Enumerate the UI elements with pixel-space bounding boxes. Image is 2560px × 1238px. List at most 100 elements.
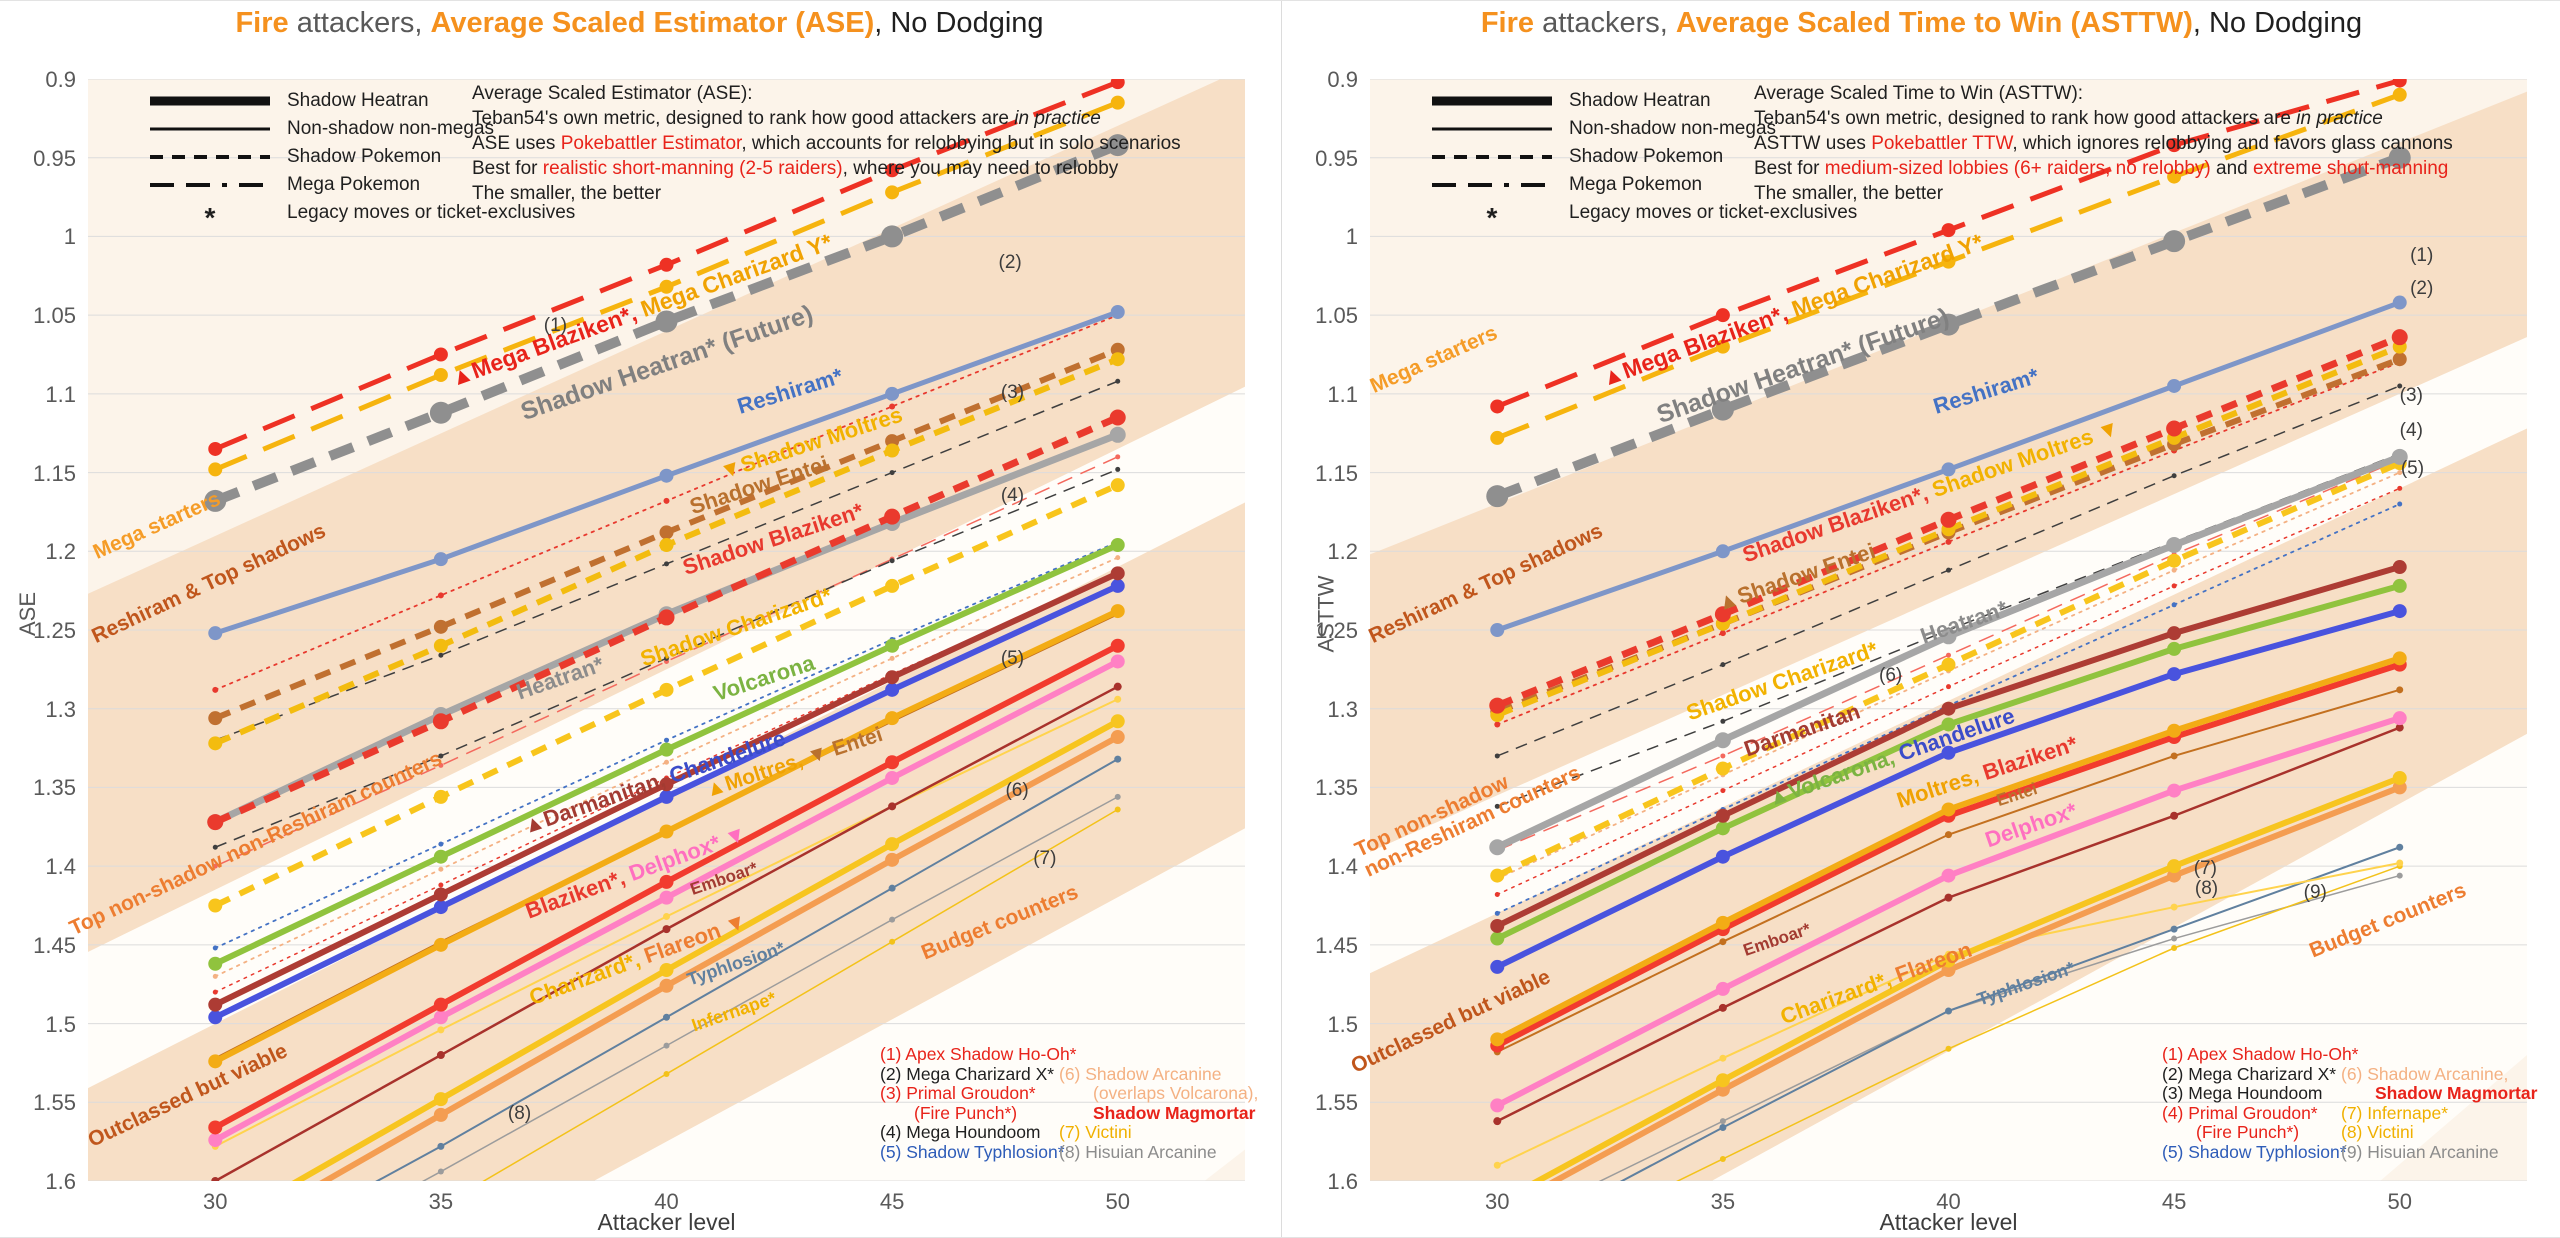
footnote-item: (Fire Punch*) — [2196, 1122, 2300, 1143]
data-point — [2397, 501, 2403, 507]
legend-sample-longdash-line-icon — [148, 175, 272, 195]
footnote-item: (3) Mega Houndoom — [2162, 1083, 2323, 1104]
data-point — [1719, 630, 1726, 637]
data-point — [2170, 903, 2178, 911]
text-segment: Average Scaled Time to Win (ASTTW) — [1675, 7, 2193, 39]
text-segment: Best for — [472, 158, 543, 179]
data-point — [1941, 802, 1956, 817]
band — [88, 386, 1245, 1089]
data-point — [885, 386, 900, 401]
data-point — [2392, 352, 2407, 367]
data-point — [1711, 398, 1734, 421]
data-point — [433, 900, 448, 915]
data-point — [885, 638, 900, 653]
series-shadow-blaziken — [207, 409, 1126, 831]
data-point — [2167, 641, 2182, 656]
series-reshiram — [1490, 295, 2407, 637]
data-point — [885, 670, 900, 685]
y-tick-label: 0.95 — [1315, 145, 1358, 171]
data-point — [2392, 87, 2407, 102]
legend-line-sample — [150, 183, 270, 187]
series-typhlosion — [1619, 843, 2404, 1181]
data-point — [432, 713, 449, 730]
y-tick-label: 1.15 — [33, 460, 76, 486]
legend-label: Non-shadow non-megas — [1569, 118, 1777, 139]
y-tick-label: 1.4 — [45, 854, 76, 880]
data-point — [1106, 134, 1129, 157]
data-point — [208, 956, 223, 971]
text-segment: Average Scaled Estimator (ASE): — [472, 83, 753, 104]
x-tick-label: 45 — [879, 1189, 905, 1214]
data-point — [885, 711, 900, 726]
series-charizard — [1531, 770, 2407, 1181]
y-tick-label: 1.1 — [45, 381, 76, 407]
y-tick-label: 0.95 — [33, 145, 76, 171]
data-point — [885, 163, 900, 178]
data-point — [1720, 662, 1726, 668]
data-point — [1110, 478, 1125, 493]
data-point — [2397, 485, 2403, 491]
x-tick-label: 30 — [1485, 1189, 1510, 1214]
data-point — [1719, 938, 1727, 946]
legend-item: Shadow Pokemon — [148, 143, 575, 171]
data-point — [1110, 578, 1125, 593]
series-2-mega-charizard-x — [1494, 383, 2403, 759]
legend-label: Mega Pokemon — [1569, 174, 1703, 195]
annotation-line: Average Scaled Time to Win (ASTTW): — [1754, 81, 2453, 106]
footnote-item: (5) Shadow Typhlosion* — [880, 1141, 1065, 1162]
legend-line-sample — [1432, 96, 1552, 106]
data-point — [1941, 745, 1956, 760]
data-point — [2171, 567, 2177, 573]
data-point — [2397, 383, 2403, 389]
legend-line-sample — [1432, 127, 1552, 131]
data-point — [2392, 79, 2407, 88]
data-point — [208, 1133, 223, 1148]
y-tick-label: 1.1 — [1327, 381, 1358, 407]
series-shadow-moltres — [208, 352, 1125, 751]
data-point — [2167, 859, 2182, 874]
panel-asttw: Fire attackers, Average Scaled Time to W… — [1281, 1, 2560, 1237]
data-point — [659, 824, 674, 839]
data-point — [433, 367, 448, 382]
series-line — [1495, 153, 2402, 501]
data-point — [1941, 254, 1956, 269]
data-point — [1110, 604, 1125, 619]
text-segment: , No Dodging — [874, 7, 1044, 39]
legend-sample-thick-line-icon — [148, 91, 272, 111]
footnote-item: (2) Mega Charizard X* — [2162, 1063, 2337, 1084]
chart-title: Fire attackers, Average Scaled Estimator… — [0, 7, 1279, 40]
series-shadow-magmortar — [1494, 485, 2403, 897]
data-point — [885, 837, 900, 852]
metric-description: Average Scaled Estimator (ASE): Teban54's… — [472, 81, 1181, 206]
data-point — [1110, 95, 1125, 110]
data-point — [1720, 753, 1726, 759]
data-point — [889, 403, 896, 410]
band — [593, 828, 1245, 1181]
annotation-line: ASTTW uses Pokebattler TTW, which ignore… — [1754, 131, 2453, 156]
x-axis-title: Attacker level — [1879, 1209, 2018, 1235]
data-point — [429, 401, 452, 424]
series-line — [1496, 459, 2401, 852]
data-point — [1715, 1073, 1730, 1088]
y-tick-label: 1.55 — [1315, 1090, 1358, 1116]
data-point — [208, 711, 223, 726]
data-point — [1486, 485, 1509, 508]
annotation-line: Average Scaled Estimator (ASE): — [472, 81, 1181, 106]
y-tick-label: 1.6 — [45, 1169, 76, 1194]
data-point — [659, 963, 674, 978]
data-point — [212, 844, 218, 850]
y-tick-label: 1 — [1345, 224, 1358, 250]
data-point — [663, 1070, 670, 1077]
x-tick-label: 40 — [1936, 1189, 1961, 1214]
legend-item: Shadow Heatran — [1430, 87, 1857, 115]
data-point — [662, 925, 671, 934]
text-segment: Teban54's own metric, designed to rank h… — [472, 108, 1015, 129]
data-point — [2396, 872, 2403, 879]
data-point — [433, 552, 448, 567]
data-point — [1114, 793, 1121, 800]
footnote-item: (8) Hisuian Arcanine — [1059, 1141, 1217, 1162]
data-point — [889, 558, 895, 564]
y-tick-label: 1.45 — [33, 932, 76, 958]
y-tick-label: 1.4 — [1327, 854, 1358, 880]
data-point — [2396, 686, 2404, 694]
